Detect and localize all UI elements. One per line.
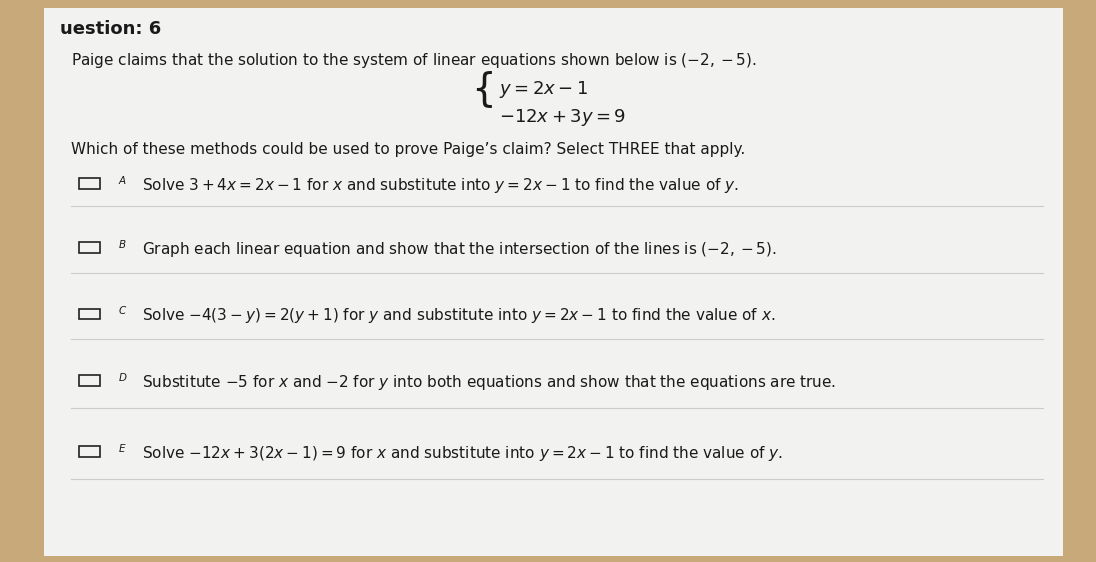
Text: Graph each linear equation and show that the intersection of the lines is $(-2, : Graph each linear equation and show that… — [142, 240, 777, 259]
Text: E: E — [118, 444, 125, 454]
FancyBboxPatch shape — [44, 8, 1063, 556]
Text: Solve $-4(3 - y) = 2(y + 1)$ for $y$ and substitute into $y = 2x - 1$ to find th: Solve $-4(3 - y) = 2(y + 1)$ for $y$ and… — [142, 306, 776, 325]
Text: Solve $3 + 4x = 2x - 1$ for $x$ and substitute into $y = 2x - 1$ to find the val: Solve $3 + 4x = 2x - 1$ for $x$ and subs… — [142, 176, 740, 195]
Text: C: C — [118, 306, 126, 316]
Text: uestion: 6: uestion: 6 — [60, 20, 161, 38]
Text: Which of these methods could be used to prove Paige’s claim? Select THREE that a: Which of these methods could be used to … — [71, 142, 745, 157]
Text: D: D — [118, 373, 126, 383]
Text: $\{$: $\{$ — [471, 70, 493, 110]
Text: Substitute $-5$ for $x$ and $-2$ for $y$ into both equations and show that the e: Substitute $-5$ for $x$ and $-2$ for $y$… — [142, 373, 836, 392]
Text: Paige claims that the solution to the system of linear equations shown below is : Paige claims that the solution to the sy… — [71, 51, 757, 70]
Text: $y = 2x - 1$: $y = 2x - 1$ — [499, 79, 587, 99]
Text: $-12x + 3y = 9$: $-12x + 3y = 9$ — [499, 107, 626, 128]
Text: B: B — [118, 240, 126, 250]
Text: A: A — [118, 176, 126, 186]
Text: Solve $-12x + 3(2x - 1) = 9$ for $x$ and substitute into $y = 2x - 1$ to find th: Solve $-12x + 3(2x - 1) = 9$ for $x$ and… — [142, 444, 784, 463]
